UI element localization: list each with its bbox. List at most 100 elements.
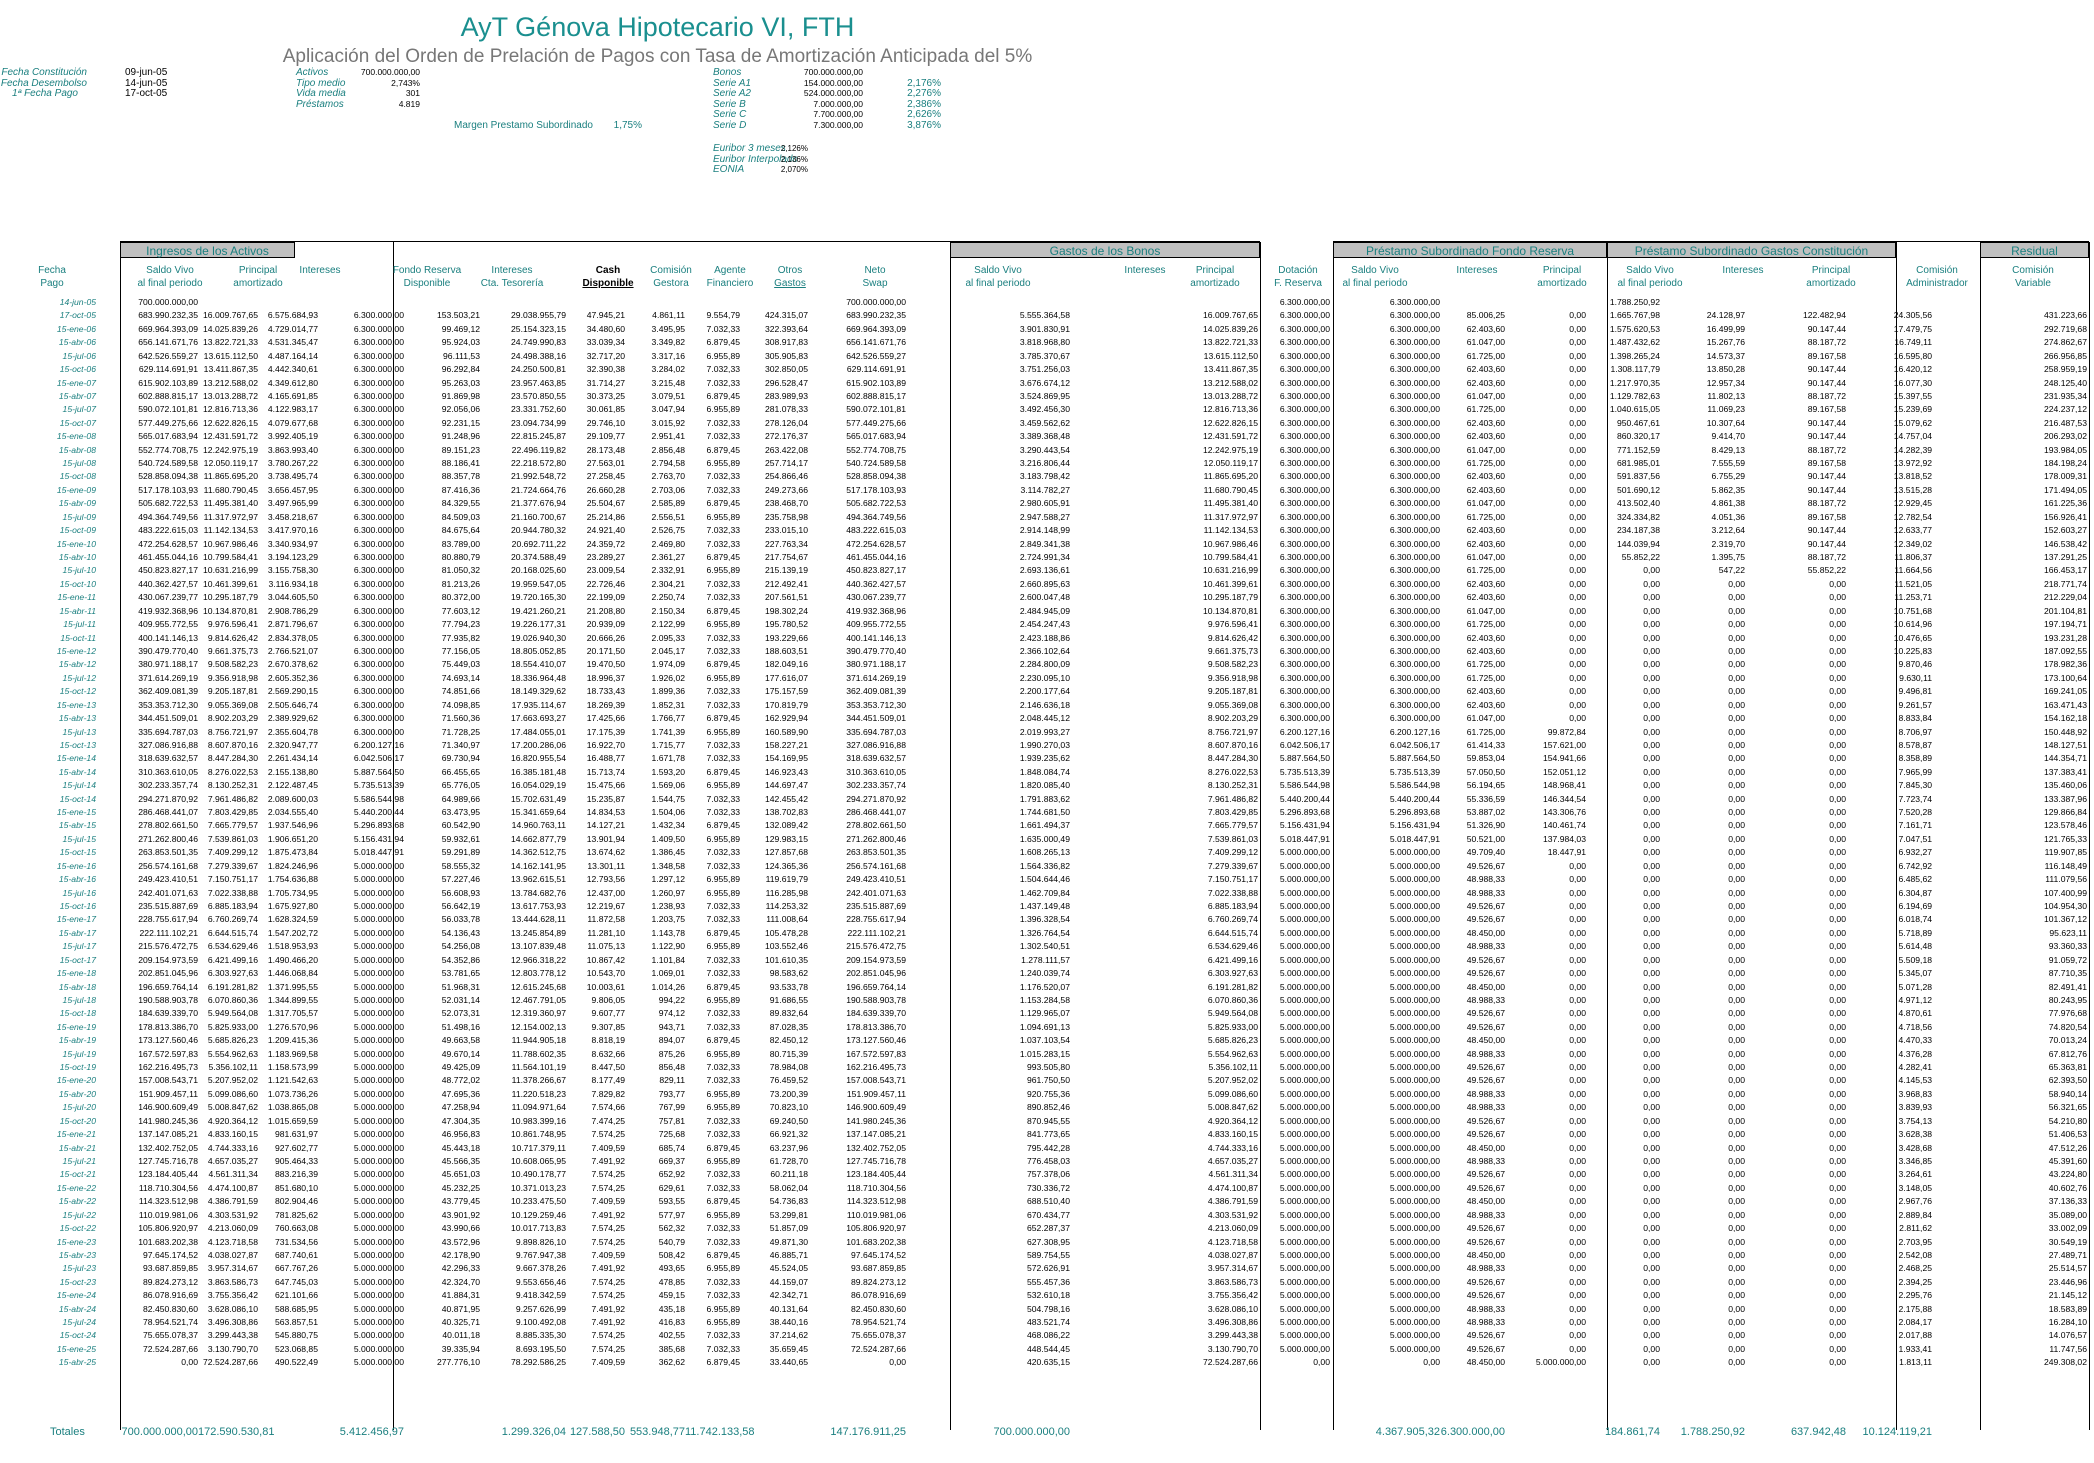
row-cell: 0,00 xyxy=(889,1357,906,1368)
row-cell: 6.879,45 xyxy=(706,390,740,401)
row-cell: 0,00 xyxy=(1829,1343,1846,1354)
row-cell: 0,00 xyxy=(1569,1088,1586,1099)
row-cell: 6.534.629,46 xyxy=(207,941,258,952)
column-header-line: Administrador xyxy=(1906,277,1968,289)
row-cell: 83.789,00 xyxy=(441,538,480,549)
row-cell: 235.515.887,69 xyxy=(846,900,906,911)
row-cell: 6.300.000,00 xyxy=(353,417,404,428)
row-cell: 157.008.543,71 xyxy=(846,1075,906,1086)
row-cell: 4.718,56 xyxy=(1898,1021,1932,1032)
row-cell: 757,81 xyxy=(658,1115,685,1126)
row-cell: 0,00 xyxy=(1728,1021,1745,1032)
row-cell: 563.857,51 xyxy=(274,1317,318,1328)
row-cell: 856,48 xyxy=(658,1062,685,1073)
row-cell: 73.200,39 xyxy=(769,1088,808,1099)
row-cell: 5.554.962,63 xyxy=(1207,1048,1258,1059)
row-cell: 552.774.708,75 xyxy=(138,444,198,455)
table-row: 15-abr-08 552.774.708,75 12.242.975,19 3.86… xyxy=(0,444,2094,457)
row-cell: 0,00 xyxy=(1643,1142,1660,1153)
row-cell: 11.495.381,40 xyxy=(1203,498,1258,509)
row-cell: 6.300.000,00 xyxy=(1279,605,1330,616)
row-cell: 29.109,77 xyxy=(586,431,625,442)
row-cell: 688.510,40 xyxy=(1026,1196,1070,1207)
row-cell: 111.079,56 xyxy=(2045,874,2087,885)
row-cell: 190.588.903,78 xyxy=(138,994,198,1005)
row-date: 15-jul-18 xyxy=(62,994,96,1005)
row-cell: 144.354,71 xyxy=(2043,753,2087,764)
row-cell: 15.397,55 xyxy=(1893,390,1932,401)
row-cell: 0,00 xyxy=(1829,1317,1846,1328)
column-header: Comisión Variable xyxy=(1978,265,2088,290)
row-cell: 9.898.826,10 xyxy=(515,1236,566,1247)
info-bonos: Bonos 700.000.000,00 Serie A1 154.000.00… xyxy=(713,66,963,134)
row-cell: 286.468.441,07 xyxy=(846,807,906,818)
row-cell: 6.300.000,00 xyxy=(1389,672,1440,683)
row-cell: 12.782,54 xyxy=(1893,511,1932,522)
row-cell: 121.765,33 xyxy=(2043,833,2087,844)
row-cell: 49.526,67 xyxy=(1466,954,1505,965)
row-cell: 10.134.870,81 xyxy=(1203,605,1258,616)
row-cell: 552.774.708,75 xyxy=(846,444,906,455)
row-cell: 450.823.827,17 xyxy=(846,565,906,576)
row-cell: 700.000.000,00 xyxy=(846,297,906,307)
row-cell: 0,00 xyxy=(1829,1209,1846,1220)
row-cell: 0,00 xyxy=(1569,484,1586,495)
row-cell: 13.901,94 xyxy=(586,833,625,844)
row-cell: 14.362.512,75 xyxy=(511,847,566,858)
row-cell: 5.000.000,00 xyxy=(1279,1182,1330,1193)
row-cell: 0,00 xyxy=(1829,1088,1846,1099)
row-cell: 420.635,15 xyxy=(1026,1357,1070,1368)
row-cell: 6.300.000,00 xyxy=(353,390,404,401)
table-row: 15-abr-09 505.682.722,53 11.495.381,40 3.49… xyxy=(0,497,2094,510)
row-cell: 5.000.000,00 xyxy=(353,1330,404,1341)
row-cell: 353.353.712,30 xyxy=(138,699,198,710)
row-cell: 0,00 xyxy=(1728,1115,1745,1126)
row-cell: 13.962.615,51 xyxy=(511,874,566,885)
col-divider xyxy=(1896,242,1897,1430)
row-cell: 793,77 xyxy=(658,1088,685,1099)
row-cell: 0,00 xyxy=(1829,766,1846,777)
row-cell: 17.200.286,06 xyxy=(511,739,566,750)
row-cell: 61.725,00 xyxy=(1466,672,1505,683)
row-cell: 5.000.000,00 xyxy=(1389,1330,1440,1341)
row-cell: 49.526,67 xyxy=(1466,1169,1505,1180)
row-cell: 14.573,37 xyxy=(1706,350,1745,361)
row-cell: 302.850,05 xyxy=(764,364,808,375)
row-cell: 517.178.103,93 xyxy=(138,484,198,495)
row-cell: 1.671,78 xyxy=(651,753,685,764)
row-cell: 10.476,65 xyxy=(1893,632,1932,643)
row-cell: 2.980.605,91 xyxy=(1019,498,1070,509)
row-cell: 11.664,56 xyxy=(1894,565,1932,576)
row-cell: 7.409,59 xyxy=(591,1142,625,1153)
row-cell: 107.400,99 xyxy=(2043,887,2087,898)
row-cell: 5.555.364,58 xyxy=(1019,310,1070,321)
row-cell: 5.000.000,00 xyxy=(1389,954,1440,965)
margen-label: Margen Prestamo Subordinado xyxy=(454,120,593,131)
row-cell: 24.921,40 xyxy=(586,525,625,536)
row-cell: 0,00 xyxy=(1569,1021,1586,1032)
row-cell: 0,00 xyxy=(1728,713,1745,724)
row-cell: 642.526.559,27 xyxy=(138,350,198,361)
row-cell: 4.038.027,87 xyxy=(207,1249,258,1260)
row-cell: 5.000.000,00 xyxy=(1279,1317,1330,1328)
row-cell: 629.114.691,91 xyxy=(138,364,198,375)
row-cell: 0,00 xyxy=(1728,887,1745,898)
row-cell: 7.032,33 xyxy=(706,1075,740,1086)
table-row: 15-oct-16 235.515.887,69 6.885.183,94 1.675… xyxy=(0,900,2094,913)
row-cell: 1.014,26 xyxy=(651,981,685,992)
row-cell: 0,00 xyxy=(1643,887,1660,898)
row-cell: 6.300.000,00 xyxy=(353,592,404,603)
row-cell: 89.167,58 xyxy=(1807,350,1846,361)
table-row: 15-abr-22 114.323.512,98 4.386.791,59 802.9… xyxy=(0,1195,2094,1208)
row-cell: 7.032,33 xyxy=(706,417,740,428)
row-cell: 528.858.094,38 xyxy=(138,471,198,482)
row-cell: 12.803.778,12 xyxy=(511,968,566,979)
row-cell: 151.909.457,11 xyxy=(138,1088,198,1099)
row-date: 15-ene-11 xyxy=(57,592,96,603)
row-cell: 272.176,37 xyxy=(764,431,808,442)
row-cell: 162.929,94 xyxy=(764,713,808,724)
row-cell: 5.000.000,00 xyxy=(353,1263,404,1274)
row-cell: 6.760.269,74 xyxy=(207,914,258,925)
row-cell: 1.432,34 xyxy=(651,820,685,831)
row-cell: 258.959,19 xyxy=(2043,364,2087,375)
